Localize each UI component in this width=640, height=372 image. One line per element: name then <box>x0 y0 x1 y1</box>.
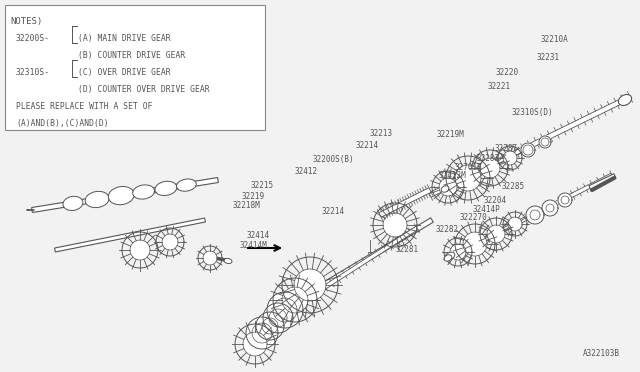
Polygon shape <box>31 177 218 212</box>
Text: 322270: 322270 <box>460 213 487 222</box>
Circle shape <box>439 178 457 196</box>
Polygon shape <box>294 218 433 304</box>
Polygon shape <box>246 317 278 349</box>
Text: (A) MAIN DRIVE GEAR: (A) MAIN DRIVE GEAR <box>78 34 171 43</box>
Circle shape <box>480 158 500 178</box>
Text: 32231: 32231 <box>536 53 559 62</box>
Circle shape <box>130 240 150 260</box>
Polygon shape <box>539 136 551 148</box>
Text: 32214: 32214 <box>355 141 378 150</box>
Polygon shape <box>558 193 572 207</box>
Ellipse shape <box>177 179 196 191</box>
Polygon shape <box>324 226 418 289</box>
Ellipse shape <box>85 191 109 208</box>
Ellipse shape <box>155 181 177 196</box>
Circle shape <box>503 151 517 165</box>
Polygon shape <box>542 200 558 216</box>
Polygon shape <box>521 143 535 157</box>
Circle shape <box>294 269 326 301</box>
Text: 32310S-: 32310S- <box>16 68 50 77</box>
Text: 32701B: 32701B <box>454 163 482 172</box>
Text: 32287: 32287 <box>494 144 517 153</box>
Text: A322103B: A322103B <box>583 349 620 358</box>
Circle shape <box>463 232 487 256</box>
Text: PLEASE REPLACE WITH A SET OF: PLEASE REPLACE WITH A SET OF <box>16 102 152 111</box>
Text: (B) COUNTER DRIVE GEAR: (B) COUNTER DRIVE GEAR <box>78 51 185 60</box>
Polygon shape <box>263 303 293 333</box>
Circle shape <box>203 251 217 265</box>
Text: 32285: 32285 <box>502 182 525 191</box>
Text: 32310S(D): 32310S(D) <box>512 108 554 117</box>
Bar <box>5 5 265 130</box>
Polygon shape <box>526 206 544 224</box>
Text: NOTES): NOTES) <box>10 17 42 26</box>
Text: 32210A: 32210A <box>541 35 568 44</box>
Circle shape <box>383 213 407 237</box>
Ellipse shape <box>445 252 455 260</box>
Circle shape <box>455 165 481 191</box>
Circle shape <box>243 332 267 356</box>
Text: 32213: 32213 <box>369 129 392 138</box>
Polygon shape <box>589 174 616 190</box>
Text: 32414: 32414 <box>246 231 269 240</box>
Text: (A)AND(B),(C)AND(D): (A)AND(B),(C)AND(D) <box>16 119 109 128</box>
Text: 32214: 32214 <box>322 207 345 216</box>
Polygon shape <box>267 292 303 328</box>
Circle shape <box>282 287 308 313</box>
Text: 32219M: 32219M <box>436 130 464 139</box>
Text: 32221: 32221 <box>488 82 511 91</box>
Polygon shape <box>429 95 631 197</box>
Ellipse shape <box>108 186 134 205</box>
Polygon shape <box>447 173 613 260</box>
Text: (C) OVER DRIVE GEAR: (C) OVER DRIVE GEAR <box>78 68 171 77</box>
Ellipse shape <box>224 259 232 263</box>
Text: 32412: 32412 <box>294 167 317 176</box>
Text: 32282: 32282 <box>435 225 458 234</box>
Polygon shape <box>379 188 431 217</box>
Circle shape <box>450 244 466 260</box>
Text: 32281: 32281 <box>396 245 419 254</box>
Ellipse shape <box>63 196 83 211</box>
Circle shape <box>162 234 178 250</box>
Text: 32200S-: 32200S- <box>16 34 50 43</box>
Text: 32219: 32219 <box>242 192 265 201</box>
Ellipse shape <box>441 186 449 192</box>
Polygon shape <box>256 312 284 340</box>
Text: 32218M: 32218M <box>232 201 260 210</box>
Polygon shape <box>54 218 205 252</box>
Circle shape <box>508 217 522 231</box>
Text: 32220: 32220 <box>496 68 519 77</box>
Text: 32204: 32204 <box>484 196 507 205</box>
Text: 32200S(B): 32200S(B) <box>312 155 354 164</box>
Ellipse shape <box>444 255 452 261</box>
Ellipse shape <box>618 94 632 106</box>
Text: 32412M: 32412M <box>438 171 466 180</box>
Text: (D) COUNTER OVER DRIVE GEAR: (D) COUNTER OVER DRIVE GEAR <box>78 85 210 94</box>
Circle shape <box>487 225 505 243</box>
Text: 32283: 32283 <box>477 154 500 163</box>
Text: 32414P: 32414P <box>472 205 500 214</box>
Text: 32414M: 32414M <box>239 241 267 250</box>
Text: 32215: 32215 <box>251 182 274 190</box>
Ellipse shape <box>132 185 154 199</box>
